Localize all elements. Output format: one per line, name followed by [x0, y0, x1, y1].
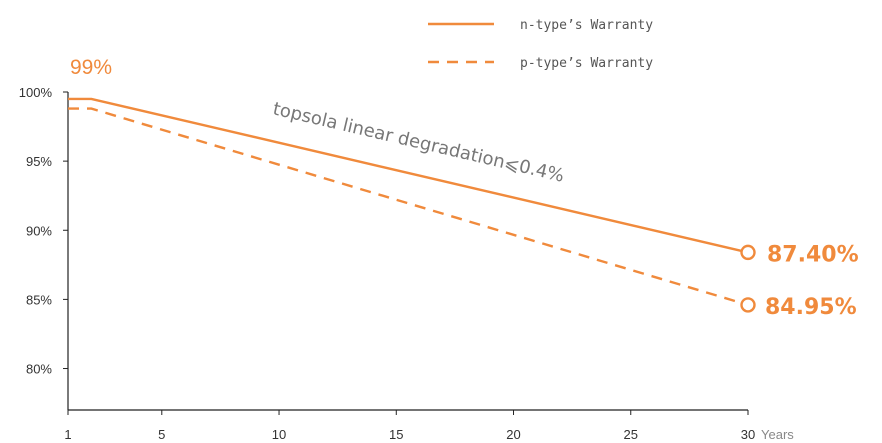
- x-tick-label: 15: [389, 427, 403, 442]
- chart-annotations: 99% 87.40% 84.95% topsola linear degradatio…: [70, 56, 859, 320]
- x-tick-label: 20: [506, 427, 520, 442]
- legend-label: p-type’s Warranty: [520, 56, 653, 71]
- degradation-note: topsola linear degradation⩽0.4%: [271, 98, 566, 186]
- x-tick-label: 25: [624, 427, 638, 442]
- y-tick-label: 85%: [26, 292, 52, 307]
- x-tick-label: 10: [272, 427, 286, 442]
- n-type-end-value: 87.40%: [767, 242, 859, 267]
- start-value-label: 99%: [70, 56, 112, 79]
- chart-legend: n-type’s Warranty p-type’s Warranty: [428, 18, 653, 71]
- n-type-series-line: [68, 97, 749, 254]
- legend-label: n-type’s Warranty: [520, 18, 653, 33]
- x-tick-label: 5: [158, 427, 165, 442]
- y-tick-label: 100%: [19, 85, 53, 100]
- x-tick-label: 1: [64, 427, 71, 442]
- series-layer: [68, 97, 756, 313]
- x-axis-unit: Years: [761, 427, 794, 442]
- n-type-end-marker: [740, 244, 756, 261]
- y-tick-label: 80%: [26, 362, 52, 377]
- y-tick-label: 90%: [26, 223, 52, 238]
- p-type-series-line: [68, 107, 749, 307]
- x-tick-label: 30: [741, 427, 755, 442]
- chart-axes: 100%95%90%85%80%1 5 10 15 20 25 30 Years: [19, 85, 795, 442]
- p-type-end-marker: [740, 297, 756, 313]
- y-tick-label: 95%: [26, 154, 52, 169]
- p-type-end-value: 84.95%: [765, 295, 857, 320]
